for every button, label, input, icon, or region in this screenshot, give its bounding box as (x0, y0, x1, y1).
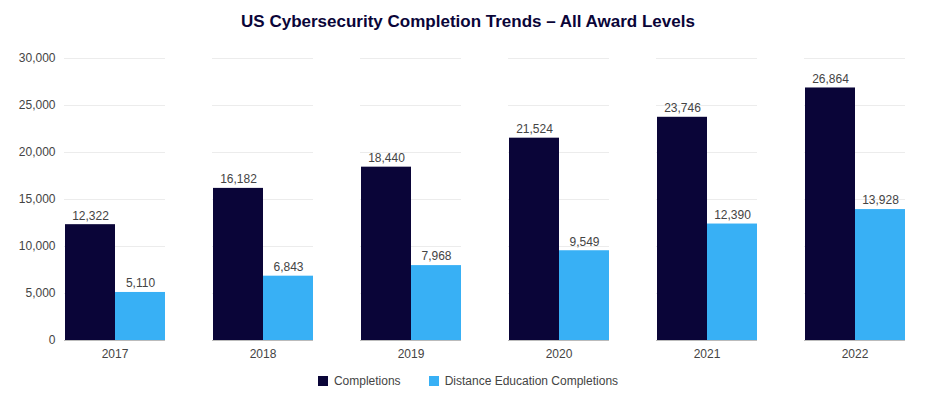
svg-text:16,182: 16,182 (220, 172, 257, 186)
svg-text:2022: 2022 (842, 347, 869, 361)
svg-text:23,746: 23,746 (664, 101, 701, 115)
svg-text:9,549: 9,549 (569, 235, 599, 249)
svg-text:12,322: 12,322 (72, 209, 109, 223)
html-text:Distance Education Completions: Distance Education Completions (444, 374, 619, 388)
svg-text:26,864: 26,864 (812, 72, 849, 86)
svg-text:13,928: 13,928 (862, 193, 899, 207)
html-text:US Cybersecurity Completion Tr: US Cybersecurity Completion Trends – All… (241, 12, 695, 31)
svg-text:0: 0 (49, 333, 56, 347)
svg-text:5,110: 5,110 (126, 276, 155, 290)
svg-text:5,000: 5,000 (25, 286, 55, 300)
svg-text:6,843: 6,843 (273, 260, 303, 274)
svg-text:25,000: 25,000 (19, 98, 56, 112)
svg-text:2017: 2017 (102, 347, 129, 361)
svg-text:20,000: 20,000 (19, 145, 56, 159)
svg-text:2020: 2020 (546, 347, 573, 361)
svg-text:15,000: 15,000 (19, 192, 56, 206)
svg-text:18,440: 18,440 (368, 151, 405, 165)
svg-text:2021: 2021 (694, 347, 721, 361)
svg-text:10,000: 10,000 (19, 239, 56, 253)
svg-text:7,968: 7,968 (421, 249, 451, 263)
html-text:Completions: Completions (333, 374, 401, 388)
svg-text:30,000: 30,000 (19, 51, 56, 65)
svg-text:12,390: 12,390 (714, 208, 751, 222)
svg-text:2018: 2018 (250, 347, 277, 361)
svg-text:2019: 2019 (398, 347, 425, 361)
svg-text:21,524: 21,524 (516, 122, 553, 136)
